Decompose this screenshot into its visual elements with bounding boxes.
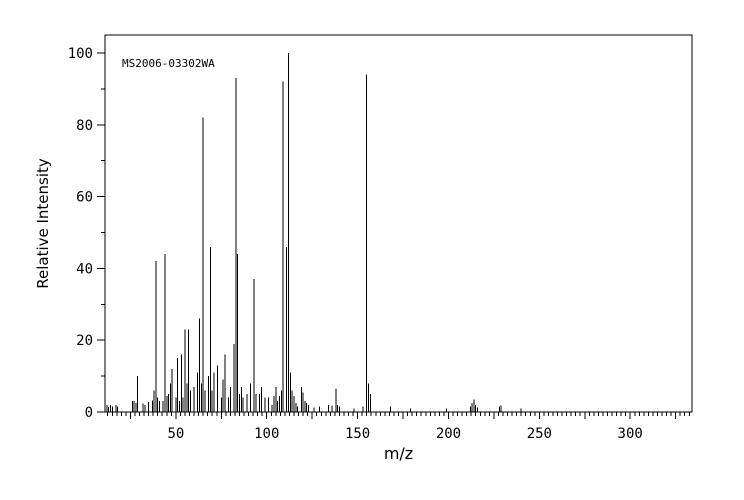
y-axis-tick-label: 60 <box>76 190 93 206</box>
y-axis-title: Relative Intensity <box>34 158 52 289</box>
x-axis-title: m/z <box>384 444 413 463</box>
x-axis-tick-label: 50 <box>167 426 184 442</box>
sample-id-label: MS2006-03302WA <box>122 57 215 70</box>
x-axis-tick-label: 100 <box>254 426 279 442</box>
y-axis-tick-label: 40 <box>76 261 93 277</box>
y-axis-tick-label: 0 <box>85 405 93 421</box>
y-axis-tick-label: 80 <box>76 118 93 134</box>
y-axis-tick-label: 100 <box>68 46 93 62</box>
plot-border <box>104 34 693 413</box>
y-axis-tick-label: 20 <box>76 333 93 349</box>
x-axis-tick-label: 300 <box>618 426 643 442</box>
x-axis-tick-label: 250 <box>527 426 552 442</box>
x-axis-tick-label: 150 <box>345 426 370 442</box>
x-axis-tick-label: 200 <box>436 426 461 442</box>
